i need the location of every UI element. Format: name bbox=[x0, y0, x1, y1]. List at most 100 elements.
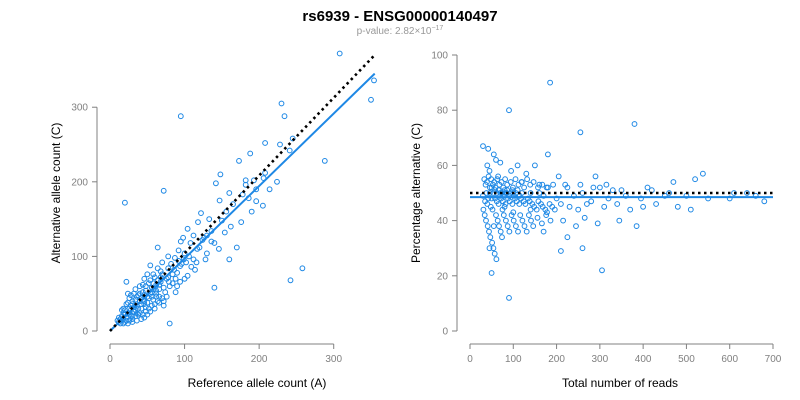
right-data-point bbox=[616, 217, 623, 224]
right-data-point bbox=[490, 151, 497, 158]
right-data-point bbox=[527, 206, 534, 213]
right-data-point bbox=[594, 220, 601, 227]
right-data-point bbox=[527, 190, 534, 196]
left-data-point bbox=[144, 311, 151, 318]
left-data-point bbox=[150, 296, 157, 303]
left-x-tick-label: 200 bbox=[251, 354, 268, 365]
right-data-point bbox=[539, 181, 546, 188]
right-data-point bbox=[670, 179, 677, 185]
left-data-point bbox=[150, 271, 157, 278]
left-data-point bbox=[233, 244, 240, 251]
left-data-point bbox=[153, 293, 160, 300]
right-data-point bbox=[510, 217, 517, 224]
right-x-tick-label: 0 bbox=[467, 354, 473, 365]
left-data-point bbox=[371, 77, 377, 84]
right-data-point bbox=[519, 217, 526, 224]
right-scatter-plot: Total number of reads Percentage alterna… bbox=[409, 51, 782, 391]
left-data-point bbox=[128, 292, 134, 299]
right-data-point bbox=[498, 179, 505, 185]
right-data-point bbox=[523, 170, 530, 177]
left-data-point bbox=[166, 283, 173, 290]
left-data-point bbox=[123, 278, 130, 285]
left-data-point bbox=[120, 320, 127, 327]
right-data-point bbox=[761, 198, 768, 205]
left-data-point bbox=[213, 180, 219, 187]
right-data-point bbox=[484, 201, 491, 207]
figure-title: rs6939 - ENSG00000140497 bbox=[302, 8, 497, 25]
left-data-point bbox=[175, 247, 182, 254]
right-x-tick-label: 400 bbox=[635, 354, 652, 365]
left-data-point bbox=[129, 319, 136, 325]
right-data-point bbox=[514, 187, 521, 194]
right-data-point bbox=[524, 176, 530, 183]
right-y-axis-label: Percentage alternative (C) bbox=[409, 123, 423, 263]
right-data-point bbox=[491, 250, 498, 257]
left-data-point bbox=[221, 229, 228, 236]
right-data-point bbox=[507, 179, 514, 185]
left-data-point bbox=[260, 202, 266, 209]
right-data-point bbox=[500, 212, 507, 219]
right-y-tick-label: 100 bbox=[431, 51, 448, 62]
right-data-point bbox=[627, 206, 634, 213]
right-data-point bbox=[661, 192, 668, 199]
right-data-point bbox=[544, 209, 550, 216]
left-data-point bbox=[147, 277, 154, 284]
right-data-point bbox=[543, 212, 550, 219]
right-data-point bbox=[487, 234, 494, 241]
right-data-point bbox=[504, 223, 511, 230]
right-data-point bbox=[564, 184, 571, 191]
right-data-point bbox=[510, 190, 517, 196]
right-data-point bbox=[497, 159, 504, 166]
left-data-point bbox=[125, 290, 131, 297]
right-data-point bbox=[508, 168, 515, 174]
right-data-point bbox=[555, 173, 562, 180]
right-data-point bbox=[499, 234, 505, 241]
right-data-point bbox=[605, 195, 612, 202]
left-data-point bbox=[141, 314, 148, 321]
right-data-point bbox=[752, 192, 759, 199]
right-data-point bbox=[575, 206, 582, 213]
left-data-point bbox=[184, 225, 191, 232]
right-data-point bbox=[666, 190, 672, 196]
right-data-point bbox=[495, 187, 502, 194]
left-data-point bbox=[174, 283, 181, 290]
right-data-point bbox=[640, 203, 646, 210]
left-data-point bbox=[181, 250, 188, 257]
left-data-point bbox=[266, 186, 273, 193]
right-data-point bbox=[726, 195, 733, 202]
left-data-point bbox=[166, 320, 173, 327]
left-data-point bbox=[226, 190, 233, 196]
right-data-point bbox=[515, 181, 522, 188]
right-data-point bbox=[485, 195, 492, 202]
left-data-point bbox=[262, 170, 269, 176]
right-data-point bbox=[506, 228, 513, 235]
right-data-point bbox=[521, 184, 527, 191]
left-data-point bbox=[242, 177, 249, 184]
right-data-point bbox=[484, 223, 491, 230]
left-data-point bbox=[193, 259, 200, 266]
right-data-point bbox=[674, 203, 681, 210]
right-x-tick-label: 700 bbox=[765, 354, 782, 365]
right-data-point bbox=[622, 192, 629, 199]
right-data-point bbox=[601, 203, 608, 210]
right-data-point bbox=[494, 176, 501, 183]
left-data-point bbox=[177, 113, 184, 120]
left-data-point bbox=[165, 253, 172, 260]
right-data-point bbox=[551, 206, 558, 213]
right-data-point bbox=[553, 195, 560, 202]
left-data-point bbox=[156, 299, 163, 306]
left-data-point bbox=[122, 307, 128, 314]
right-data-point bbox=[547, 79, 553, 86]
left-data-point bbox=[188, 263, 195, 270]
left-data-point bbox=[126, 317, 133, 324]
left-data-point bbox=[156, 293, 163, 300]
right-data-point bbox=[496, 223, 502, 230]
left-data-point bbox=[160, 187, 167, 194]
right-data-point bbox=[687, 206, 694, 213]
right-data-point bbox=[483, 217, 489, 224]
right-data-point bbox=[485, 145, 492, 152]
right-data-point bbox=[481, 212, 488, 219]
right-data-point bbox=[506, 295, 512, 301]
left-data-point bbox=[211, 284, 218, 291]
right-data-point bbox=[523, 228, 530, 235]
